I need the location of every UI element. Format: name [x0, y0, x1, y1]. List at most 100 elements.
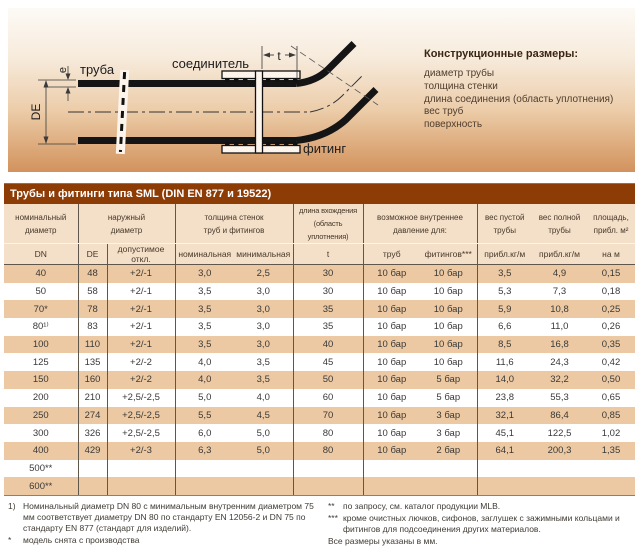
column-subheader: DE [77, 243, 107, 265]
table-cell: 5 бар [420, 371, 477, 389]
table-cell: +2/-1 [106, 335, 175, 354]
table-cell: 3,5 [174, 300, 234, 319]
table-cell: 3,5 [234, 371, 293, 389]
table-cell: 2,5 [234, 264, 293, 283]
footnote-text: кроме очистных лючков, сифонов, заглушек… [343, 513, 620, 534]
column-group-header: возможное внутреннее давление для: [362, 204, 477, 244]
table-cell: 58 [77, 282, 107, 301]
table-cell: 10 бар [362, 353, 420, 372]
table-cell: 10 бар [362, 335, 420, 354]
footnote-marker: * [8, 535, 12, 545]
table-cell: 3,5 [476, 264, 532, 283]
table-cell: 4,0 [174, 371, 234, 389]
de-dimension [43, 80, 49, 144]
table-cell: 86,4 [532, 406, 587, 425]
table-row: 80¹⁾ 83 +2/-1 3,5 3,0 35 10 бар 10 бар 6,6 11,0 0,… [4, 318, 635, 336]
table-cell: 3,0 [174, 264, 234, 283]
table-cell: 250 [4, 406, 78, 425]
pipe-label: труба [80, 62, 115, 77]
table-cell: 10 бар [362, 300, 420, 319]
table-cell [532, 459, 587, 478]
footnote-exceptions: *** кроме очистных лючков, сифонов, загл… [328, 513, 628, 535]
table-cell: 5,0 [234, 424, 293, 442]
table-cell: 6,0 [174, 424, 234, 442]
coupling-joint-gap [254, 70, 264, 154]
column-group-row: номинальный диаметр наружный диаметр толщи… [4, 204, 635, 244]
column-subheader: на м [587, 243, 635, 265]
table-cell: 4,0 [174, 353, 234, 372]
table-cell: +2,5/-2,5 [106, 388, 175, 407]
t-label: t [277, 49, 281, 63]
diagram-panel: труба соединитель фитинг t DE e Конструк… [8, 8, 635, 172]
table-row: 200 210 +2,5/-2,5 5,0 4,0 60 10 бар 5 бар 23,8 55… [4, 388, 635, 407]
table-cell: 3 бар [420, 424, 477, 442]
table-cell: 3,5 [234, 353, 293, 372]
column-group-header: вес пустой трубы [476, 204, 532, 244]
pipe-diagram: труба соединитель фитинг t DE e [29, 41, 379, 156]
table-cell: 10 бар [362, 371, 420, 389]
table-cell: 10 бар [362, 388, 420, 407]
footnote-discontinued: * модель снята с производства [8, 535, 320, 546]
table-cell: 8,5 [476, 335, 532, 354]
table-cell: 11,6 [476, 353, 532, 372]
table-cell: 60 [292, 388, 363, 407]
table-cell [292, 459, 363, 478]
column-group-header: длина вхождения (область уплотнения) [292, 204, 363, 244]
footnotes-left: 1) Номинальный диаметр DN 80 с минимальн… [8, 501, 320, 547]
table-cell: 10 бар [362, 441, 420, 460]
table-cell [476, 459, 532, 478]
table-cell: 150 [4, 371, 78, 389]
e-label: e [57, 67, 69, 73]
legend-item: длина соединения (область уплотнения) [424, 93, 614, 105]
table-cell: 3,0 [234, 318, 293, 336]
table-cell: 500** [4, 459, 78, 478]
table-cell: 24,3 [532, 353, 587, 372]
table-cell: +2/-3 [106, 441, 175, 460]
column-group-header: наружный диаметр [77, 204, 175, 244]
table-cell: 45 [292, 353, 363, 372]
table-cell: 70 [292, 406, 363, 425]
table-cell: 10 бар [420, 353, 477, 372]
table-cell [532, 477, 587, 496]
table-cell: 40 [4, 264, 78, 283]
table-cell: 6,6 [476, 318, 532, 336]
table-cell: 274 [77, 406, 107, 425]
table-cell: 0,50 [587, 371, 635, 389]
table-cell: 125 [4, 353, 78, 372]
table-cell: 7,3 [532, 282, 587, 301]
table-cell: 1,35 [587, 441, 635, 460]
column-subheader: DN [4, 243, 78, 265]
spec-table: номинальный диаметр наружный диаметр толщи… [4, 204, 635, 496]
table-cell: 50 [292, 371, 363, 389]
table-cell: 30 [292, 264, 363, 283]
table-cell: 30 [292, 282, 363, 301]
table-cell: 3 бар [420, 406, 477, 425]
table-cell: 5,9 [476, 300, 532, 319]
table-cell: 5,0 [234, 441, 293, 460]
table-cell: 70* [4, 300, 78, 319]
coupling-label: соединитель [172, 56, 249, 71]
pipe-bottom-wall [78, 137, 296, 144]
table-cell: 122,5 [532, 424, 587, 442]
table-row: 50 58 +2/-1 3,5 3,0 30 10 бар 10 бар 5,3 7,3 0,18 [4, 282, 635, 301]
table-cell: 80 [292, 424, 363, 442]
table-title-bar: Трубы и фитинги типа SML (DIN EN 877 и 1… [4, 183, 635, 205]
table-row: 300 326 +2,5/-2,5 6,0 5,0 80 10 бар 3 бар 45,1 12… [4, 424, 635, 442]
table-cell: 0,26 [587, 318, 635, 336]
table-cell: 160 [77, 371, 107, 389]
table-cell [234, 477, 293, 496]
coupling [221, 70, 301, 154]
table-cell: 0,35 [587, 335, 635, 354]
table-cell [106, 477, 175, 496]
table-cell: 10 бар [420, 335, 477, 354]
column-subheader: труб [362, 243, 420, 265]
table-cell: 3,0 [234, 300, 293, 319]
table-cell: +2,5/-2,5 [106, 406, 175, 425]
footnote-text: модель снята с производства [23, 535, 140, 545]
table-row: 100 110 +2/-1 3,5 3,0 40 10 бар 10 бар 8,5 16,8 0,… [4, 335, 635, 354]
table-cell [587, 477, 635, 496]
pipe-top-wall [78, 80, 296, 87]
column-group-header: толщина стенок труб и фитингов [174, 204, 293, 244]
table-cell [362, 477, 420, 496]
